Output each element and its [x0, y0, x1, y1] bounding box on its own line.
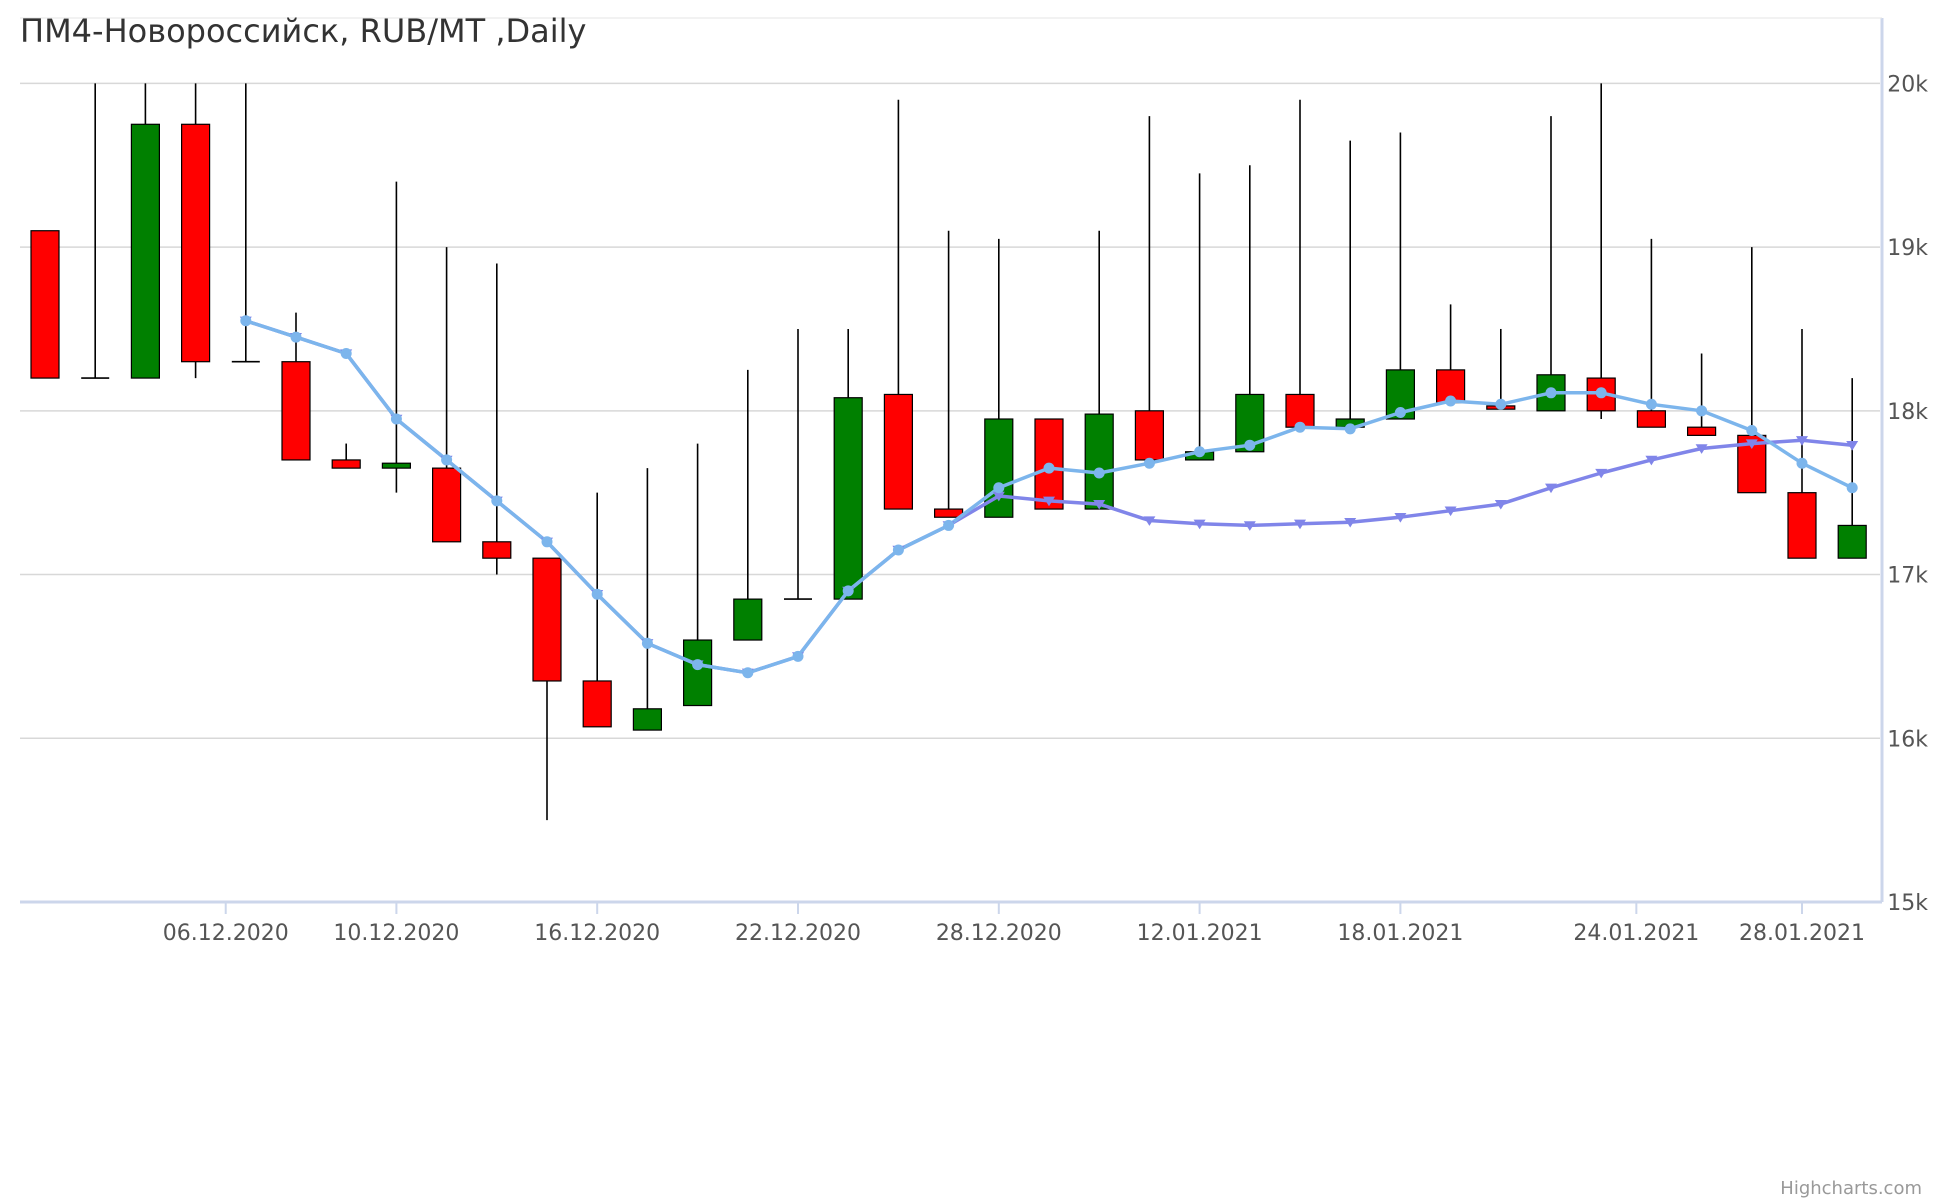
y-tick-label: 15k: [1887, 891, 1928, 916]
ma-point: [290, 331, 302, 343]
x-tick-label: 22.12.2020: [735, 921, 861, 946]
ma-point: [1344, 423, 1356, 435]
candle-body-down: [181, 123, 211, 363]
candle-body-down: [883, 393, 914, 510]
ma-point: [1645, 455, 1658, 466]
x-tick-label: 24.01.2021: [1573, 921, 1699, 946]
ma-point: [541, 536, 553, 548]
ma-point: [1595, 387, 1607, 399]
x-tick-label: 12.01.2021: [1137, 921, 1263, 946]
ma-point: [491, 495, 503, 507]
candle-body-down: [331, 459, 361, 469]
candle-body-up: [682, 639, 713, 707]
moving-average-markers: [239, 315, 1859, 679]
candle-body-up: [632, 708, 663, 731]
ma-point: [1244, 439, 1256, 451]
candle-body-down: [1787, 492, 1817, 559]
ma-point: [1445, 395, 1457, 407]
ma-point: [1344, 517, 1357, 528]
ma-point: [992, 491, 1005, 502]
x-tick-label: 18.01.2021: [1337, 921, 1463, 946]
ma-point: [1495, 398, 1507, 410]
x-tick-label: 06.12.2020: [163, 921, 289, 946]
ma-point: [1545, 387, 1557, 399]
x-axis-tick-labels: 06.12.2020 10.12.2020 16.12.2020 22.12.2020…: [163, 921, 1865, 946]
ma-point: [1695, 444, 1708, 454]
x-tick-label: 28.01.2021: [1739, 921, 1865, 946]
ma-point: [441, 454, 453, 466]
ma-point: [1394, 406, 1406, 418]
ma-point: [1394, 513, 1407, 523]
candle-body-down: [1636, 410, 1667, 428]
candle-body-up: [833, 397, 863, 600]
x-tick-label: 10.12.2020: [333, 921, 459, 946]
ma-point: [1143, 457, 1155, 469]
ma-point: [1796, 436, 1808, 446]
ma-point: [1294, 519, 1306, 530]
x-tick-label: 16.12.2020: [534, 921, 660, 946]
ma-point: [1846, 482, 1858, 494]
ma-point: [1243, 521, 1256, 531]
candle-body-down: [582, 680, 612, 728]
candle-body-up: [1837, 524, 1867, 559]
ma-point: [1846, 441, 1859, 451]
ma-point: [1745, 439, 1758, 449]
y-tick-label: 19k: [1887, 236, 1928, 261]
candle-body-down: [30, 230, 60, 379]
candle-body-down: [482, 541, 512, 559]
ma-point: [1193, 519, 1206, 530]
highcharts-credits[interactable]: Highcharts.com: [1780, 1178, 1922, 1199]
ma-point: [943, 519, 955, 531]
y-tick-label: 17k: [1887, 564, 1928, 589]
y-axis-tick-labels: 15k 16k 17k 18k 19k 20k: [1887, 72, 1928, 916]
candle-body-up: [130, 123, 160, 379]
ma-point: [240, 315, 252, 327]
candle-body-down: [281, 361, 311, 461]
ma-point: [1294, 421, 1306, 433]
ma-point: [641, 637, 653, 649]
ma-point: [1093, 467, 1105, 479]
chart-title: ПМ4-Новороссийск, RUB/MT ,Daily: [20, 12, 586, 50]
ma-point: [1043, 462, 1055, 474]
y-tick-label: 16k: [1887, 727, 1928, 752]
ma-point: [1746, 424, 1758, 436]
ma-point: [1545, 483, 1557, 494]
ma-point: [842, 585, 854, 597]
ma-point: [1194, 446, 1206, 458]
y-tick-label: 20k: [1887, 72, 1928, 97]
ma-point: [1696, 405, 1708, 417]
x-tick-label: 28.12.2020: [936, 921, 1062, 946]
ma-point: [792, 650, 804, 662]
ma-point: [1645, 398, 1657, 410]
candle-body-up: [381, 462, 411, 469]
y-tick-label: 18k: [1887, 400, 1928, 425]
ma-point: [1143, 516, 1156, 526]
ma-point: [692, 659, 704, 671]
ma-point: [1444, 506, 1457, 517]
ma-point: [390, 413, 402, 425]
candle-body-down: [532, 557, 562, 682]
candle-body-up: [1084, 413, 1114, 510]
candle-body-up: [733, 598, 763, 641]
ma-point: [1093, 499, 1106, 510]
candle-body-down: [1134, 410, 1165, 461]
ma-point: [340, 348, 352, 360]
ma-point: [591, 588, 603, 600]
axes: [20, 17, 1884, 914]
ma-point: [1043, 496, 1055, 507]
ma-point: [1595, 468, 1608, 479]
candle-body-down: [1686, 426, 1717, 436]
candle-body-down: [432, 467, 462, 543]
ma-point: [742, 667, 754, 679]
ma-point: [1494, 499, 1507, 510]
candle-bodies: [30, 123, 1867, 731]
ma-point: [1796, 457, 1808, 469]
ma-point: [892, 544, 904, 556]
ma-point: [993, 482, 1005, 494]
